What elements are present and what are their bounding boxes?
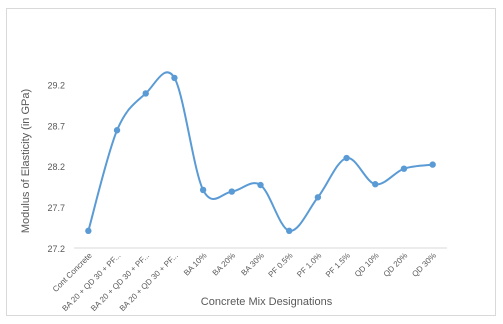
y-tick-label: 28.7 (47, 121, 65, 131)
y-tick-label: 28.2 (47, 162, 65, 172)
data-markers (85, 74, 436, 235)
data-point (228, 188, 236, 195)
y-tick-label: 29.2 (47, 80, 65, 90)
data-point (429, 161, 436, 168)
data-point (257, 181, 264, 189)
x-axis-title: Concrete Mix Designations (201, 296, 333, 308)
x-tick-label: PF 0.5% (267, 251, 295, 279)
series-line (87, 71, 433, 232)
data-point (400, 165, 408, 172)
data-point (372, 181, 379, 188)
x-tick-label: QD 20% (382, 251, 410, 279)
data-point (142, 90, 149, 97)
x-tick-label: PF 1.0% (295, 251, 323, 279)
data-point (199, 186, 207, 194)
data-point (343, 154, 350, 162)
x-tick-label: BA 20 + QD 30 + PF... (118, 251, 180, 313)
data-point (113, 127, 121, 134)
data-point (285, 227, 293, 235)
x-tick-label: QD 30% (410, 251, 438, 279)
x-tick-label: BA 10% (182, 251, 208, 277)
y-tick-label: 27.2 (47, 244, 65, 254)
y-axis-ticks: 27.2 27.7 28.2 28.7 29.2 (47, 80, 65, 254)
y-tick-label: 27.7 (47, 203, 65, 213)
x-tick-label: PF 1.5% (324, 251, 352, 279)
data-point (171, 74, 178, 82)
data-point (314, 194, 322, 201)
x-tick-label: BA 30% (239, 251, 265, 277)
x-tick-label: QD 10% (353, 251, 381, 279)
y-axis-title: Modulus of Elasticity (in GPa) (20, 89, 32, 233)
chart-area: 27.2 27.7 28.2 28.7 29.2 Cont Concrete BA 20 … (6, 8, 496, 316)
data-point (85, 227, 92, 235)
x-tick-label: BA 20% (211, 251, 237, 277)
